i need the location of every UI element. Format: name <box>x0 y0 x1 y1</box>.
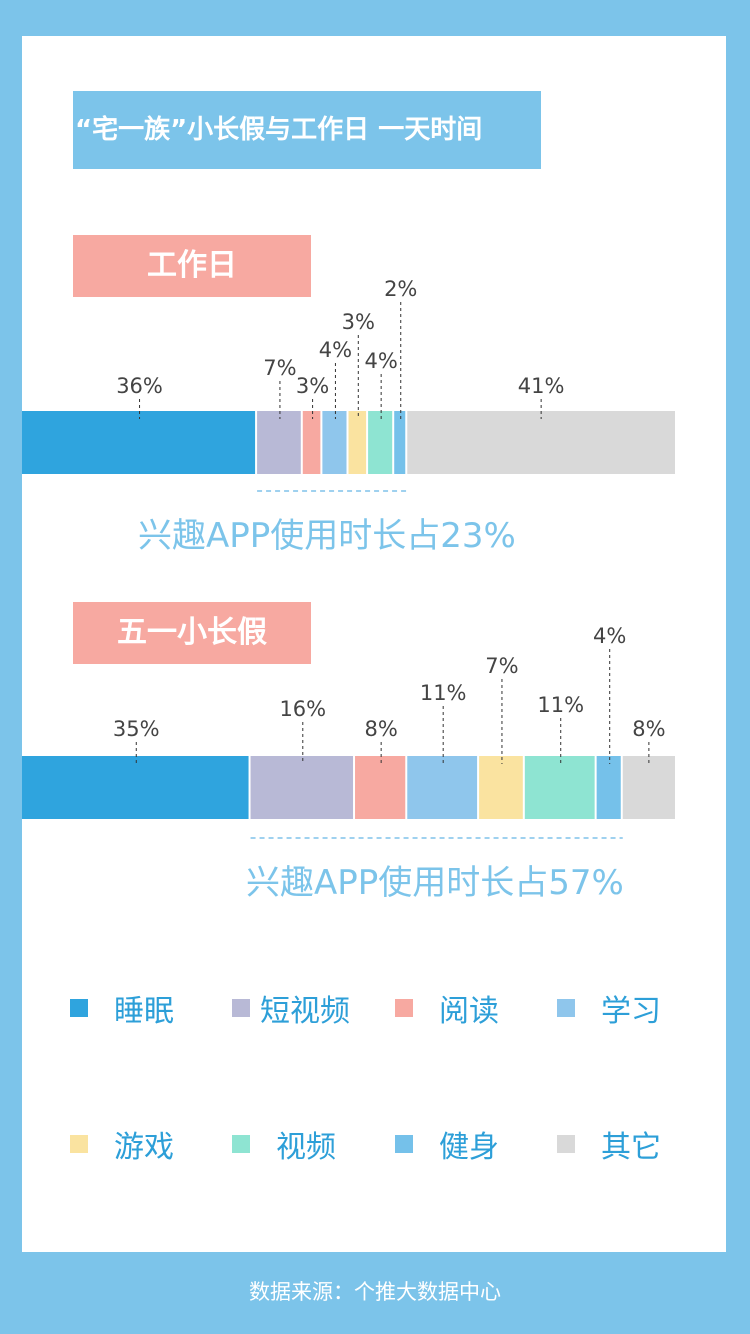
legend-swatch-games <box>70 1135 88 1153</box>
page-title: “宅一族”小长假与工作日 一天时间 <box>73 91 541 169</box>
legend-swatch-fitness <box>395 1135 413 1153</box>
legend-swatch-other <box>557 1135 575 1153</box>
bar-workday-games <box>348 411 367 474</box>
summary-holiday: 兴趣APP使用时长占57% <box>246 863 624 903</box>
value-label-holiday-games: 7% <box>485 654 518 678</box>
value-label-holiday-study: 11% <box>420 681 467 705</box>
value-label-holiday-other: 8% <box>632 717 665 741</box>
value-label-workday-sleep: 36% <box>116 374 163 398</box>
legend-item-sleep: 睡眠 <box>70 988 174 1029</box>
legend-label-study: 学习 <box>601 994 661 1029</box>
bar-workday-short-video <box>257 411 301 474</box>
value-label-workday-video: 4% <box>364 349 397 373</box>
legend-label-games: 游戏 <box>114 1130 174 1165</box>
legend-swatch-reading <box>395 999 413 1017</box>
value-label-workday-games: 3% <box>342 310 375 334</box>
legend-item-short-video: 短视频 <box>232 988 350 1029</box>
bar-workday-other <box>407 411 675 474</box>
value-label-workday-fitness: 2% <box>384 277 417 301</box>
value-label-workday-reading: 3% <box>296 374 329 398</box>
legend-swatch-video <box>232 1135 250 1153</box>
bar-holiday-reading <box>355 756 406 819</box>
legend-item-study: 学习 <box>557 988 661 1029</box>
legend-label-reading: 阅读 <box>439 994 499 1029</box>
section-label-workday: 工作日 <box>73 235 311 297</box>
legend-swatch-study <box>557 999 575 1017</box>
value-label-holiday-short-video: 16% <box>279 697 326 721</box>
legend-item-fitness: 健身 <box>395 1124 499 1165</box>
bar-workday-sleep <box>22 411 256 474</box>
legend-label-sleep: 睡眠 <box>114 994 174 1029</box>
legend-item-reading: 阅读 <box>395 988 499 1029</box>
bar-holiday-fitness <box>596 756 621 819</box>
bar-holiday-sleep <box>22 756 249 819</box>
value-label-workday-other: 41% <box>518 374 565 398</box>
legend-item-games: 游戏 <box>70 1124 174 1165</box>
value-label-holiday-sleep: 35% <box>113 717 160 741</box>
legend-label-fitness: 健身 <box>439 1130 499 1165</box>
section-label-holiday: 五一小长假 <box>73 602 311 664</box>
data-source: 数据来源：个推大数据中心 <box>249 1280 501 1304</box>
legend-swatch-short-video <box>232 999 250 1017</box>
bar-holiday-short-video <box>250 756 354 819</box>
value-label-workday-study: 4% <box>319 338 352 362</box>
legend-swatch-sleep <box>70 999 88 1017</box>
bar-holiday-video <box>524 756 595 819</box>
value-label-holiday-reading: 8% <box>364 717 397 741</box>
value-label-workday-short-video: 7% <box>263 356 296 380</box>
bar-holiday-study <box>407 756 478 819</box>
bar-workday-reading <box>302 411 321 474</box>
summary-workday: 兴趣APP使用时长占23% <box>138 516 516 556</box>
value-label-holiday-video: 11% <box>537 693 584 717</box>
bar-workday-study <box>322 411 347 474</box>
legend-item-video: 视频 <box>232 1124 336 1165</box>
bar-holiday-other <box>622 756 675 819</box>
bar-workday-fitness <box>394 411 406 474</box>
value-label-holiday-fitness: 4% <box>593 624 626 648</box>
bar-workday-video <box>368 411 393 474</box>
legend-label-video: 视频 <box>276 1130 336 1165</box>
legend-item-other: 其它 <box>557 1124 661 1165</box>
bar-holiday-games <box>479 756 523 819</box>
legend-label-other: 其它 <box>601 1130 661 1165</box>
legend-label-short-video: 短视频 <box>260 994 350 1029</box>
